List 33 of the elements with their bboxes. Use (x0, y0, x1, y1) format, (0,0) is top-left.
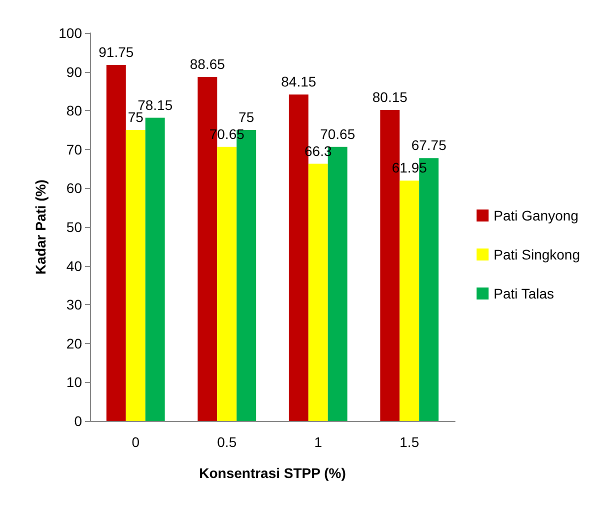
bar (106, 65, 126, 421)
y-axis-title: Kadar Pati (%) (32, 180, 49, 274)
bar (308, 164, 328, 421)
y-tick-label: 0 (74, 413, 82, 429)
y-tick-label: 40 (66, 258, 82, 274)
x-axis-title: Konsentrasi STPP (%) (199, 465, 346, 481)
y-tick-label: 100 (58, 25, 82, 41)
y-tick-label: 30 (66, 296, 82, 313)
data-label: 84.15 (281, 74, 316, 90)
data-label: 88.65 (190, 56, 226, 72)
x-tick-label: 0.5 (217, 434, 237, 450)
x-tick-label: 0 (132, 434, 140, 450)
y-tick-label: 80 (66, 102, 82, 119)
legend-label: Pati Talas (494, 286, 554, 302)
y-tick-label: 90 (66, 64, 82, 80)
y-tick-label: 20 (66, 335, 82, 352)
legend-label: Pati Ganyong (494, 208, 578, 224)
x-tick-label: 1.5 (400, 434, 420, 450)
data-label: 80.15 (372, 89, 408, 106)
y-tick-label: 10 (66, 374, 82, 390)
bar (145, 118, 165, 421)
data-label: 70.65 (320, 126, 356, 142)
bar (217, 146, 237, 421)
data-label: 67.75 (411, 137, 447, 154)
data-label: 91.75 (98, 44, 134, 60)
y-tick-label: 60 (66, 180, 82, 196)
y-tick-label: 50 (66, 219, 82, 235)
x-tick-label: 1 (314, 434, 322, 450)
y-tick-label: 70 (66, 141, 82, 158)
bar (400, 180, 420, 421)
bar (126, 130, 146, 421)
legend-label: Pati Singkong (494, 246, 580, 262)
data-label: 75 (238, 109, 254, 125)
